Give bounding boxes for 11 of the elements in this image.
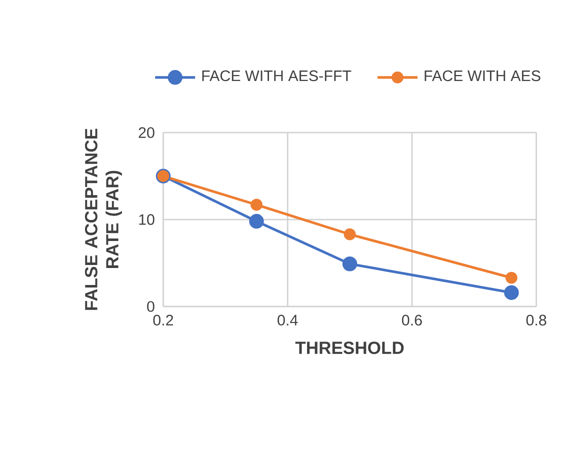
x-axis-title: THRESHOLD	[295, 341, 404, 354]
x-tick-label: 0.8	[526, 314, 546, 326]
x-tick-label: 0.6	[402, 314, 422, 326]
x-tick-label: 0.4	[278, 314, 298, 326]
legend-label: FACE WITH AES-FFT	[202, 70, 352, 81]
legend-label: FACE WITH AES	[424, 70, 540, 81]
y-tick-label: 20	[138, 127, 154, 138]
x-tick-label: 0.2	[153, 314, 174, 326]
y-tick-label: 0	[147, 300, 154, 312]
y-tick-label: 10	[139, 214, 154, 225]
y-axis-title: FALSE ACCEPTANCE RATE (FAR)	[84, 128, 122, 310]
